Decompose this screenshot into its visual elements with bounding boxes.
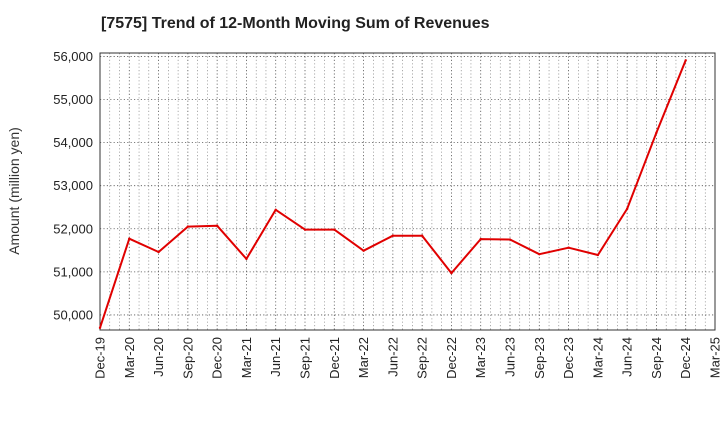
data-point [596, 253, 600, 257]
x-tick-label: Mar-22 [356, 337, 371, 378]
y-tick-label: 54,000 [53, 135, 93, 150]
x-tick-label: Sep-23 [532, 337, 547, 379]
x-tick-label: Mar-23 [473, 337, 488, 378]
x-tick-label: Jun-20 [151, 337, 166, 377]
y-tick-label: 53,000 [53, 178, 93, 193]
y-tick-label: 55,000 [53, 92, 93, 107]
y-tick-label: 52,000 [53, 221, 93, 236]
data-point [508, 238, 512, 241]
y-tick-label: 51,000 [53, 264, 93, 279]
data-point [450, 271, 453, 275]
chart-title: [7575] Trend of 12-Month Moving Sum of R… [101, 15, 490, 32]
x-tick-label: Dec-23 [561, 337, 576, 379]
data-point [157, 250, 160, 254]
data-point [128, 237, 131, 240]
y-tick-label: 56,000 [53, 49, 93, 64]
data-point [245, 257, 248, 261]
x-tick-label: Mar-24 [590, 337, 605, 378]
data-point [420, 234, 424, 237]
x-tick-label: Dec-24 [678, 337, 693, 379]
x-tick-label: Mar-25 [708, 337, 720, 378]
x-tick-label: Mar-20 [122, 337, 137, 378]
x-tick-label: Dec-20 [210, 337, 225, 379]
data-point [538, 252, 541, 256]
data-point [655, 131, 658, 134]
data-point [479, 237, 482, 241]
plot-area [100, 53, 715, 330]
data-point [684, 59, 687, 62]
x-tick-label: Jun-24 [620, 337, 635, 377]
x-tick-label: Jun-22 [385, 337, 400, 377]
x-tick-label: Sep-24 [649, 337, 664, 379]
x-tick-label: Dec-21 [327, 337, 342, 379]
x-tick-label: Mar-21 [239, 337, 254, 378]
x-tick-label: Sep-20 [180, 337, 195, 379]
data-point [215, 224, 219, 227]
data-point [98, 326, 102, 330]
data-point [303, 228, 307, 231]
data-point [567, 246, 570, 249]
x-tick-label: Sep-22 [415, 337, 430, 379]
y-tick-label: 50,000 [53, 307, 93, 322]
data-point [391, 234, 395, 237]
data-point [333, 228, 336, 231]
x-tick-label: Dec-19 [93, 337, 108, 379]
data-point [362, 249, 365, 252]
x-tick-label: Sep-21 [298, 337, 313, 379]
x-tick-label: Jun-21 [268, 337, 283, 377]
x-tick-label: Dec-22 [444, 337, 459, 379]
data-point [186, 225, 190, 228]
data-point [625, 207, 629, 211]
x-tick-label: Jun-23 [503, 337, 518, 377]
plot-frame [99, 52, 716, 331]
data-point [274, 208, 277, 212]
